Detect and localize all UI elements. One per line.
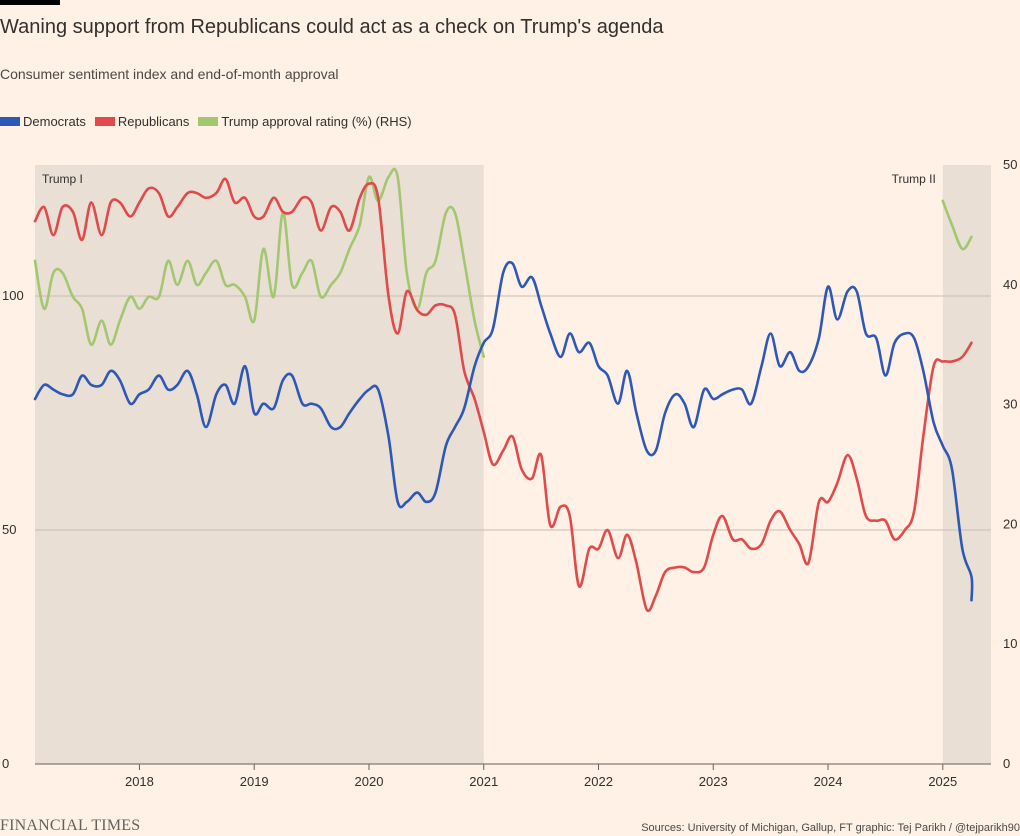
series-line-democrats	[33, 260, 974, 602]
x-tick-label: 2019	[240, 774, 269, 789]
legend-swatch-republicans	[94, 117, 115, 126]
x-tick-label: 2018	[125, 774, 154, 789]
shaded-period-label-1: Trump I	[42, 172, 83, 186]
legend-label-republicans: Republicans	[117, 114, 190, 129]
x-tick-label: 2024	[814, 774, 843, 789]
x-tick-label: 2022	[584, 774, 613, 789]
series-lines	[33, 167, 974, 613]
legend-swatch-approval	[198, 117, 219, 126]
y-right-tick-label: 0	[1003, 756, 1010, 771]
y-right-tick-label: 20	[1003, 516, 1017, 531]
x-tick-label: 2020	[355, 774, 384, 789]
legend-item-approval: Trump approval rating (%) (RHS)	[198, 114, 412, 129]
y-right-tick-label: 30	[1003, 397, 1017, 412]
shaded-periods: Trump I Trump II	[35, 165, 991, 764]
y-right-tick-label: 40	[1003, 277, 1017, 292]
brand-bar	[0, 0, 60, 5]
y-right-tick-label: 50	[1003, 157, 1017, 172]
series-line-trump-approval-rating-rhs-1	[33, 167, 485, 358]
y-left-tick-label: 50	[2, 522, 16, 537]
y-left-tick-label: 0	[2, 756, 9, 771]
shaded-period-label-2: Trump II	[892, 172, 936, 186]
series-line-republicans	[33, 177, 973, 613]
legend-swatch-democrats	[0, 117, 20, 126]
shaded-period-1	[35, 165, 484, 764]
legend-label-democrats: Democrats	[23, 114, 86, 129]
x-tick-label: 2025	[928, 774, 957, 789]
legend: Democrats Republicans Trump approval rat…	[0, 114, 421, 129]
source-note: Sources: University of Michigan, Gallup,…	[641, 822, 1020, 834]
y-left-tick-label: 100	[2, 288, 24, 303]
line-chart: Trump I Trump II 0 50 100 0 10 20 30 40 50 2018 201…	[2, 157, 1017, 789]
chart-subtitle: Consumer sentiment index and end-of-mont…	[0, 66, 339, 82]
ft-logo: FINANCIAL TIMES	[0, 817, 141, 834]
legend-item-republicans: Republicans	[94, 114, 190, 129]
legend-item-democrats: Democrats	[0, 114, 86, 129]
chart-title: Waning support from Republicans could ac…	[0, 16, 664, 38]
legend-label-approval: Trump approval rating (%) (RHS)	[221, 114, 412, 129]
x-tick-label: 2021	[469, 774, 498, 789]
series-line-trump-approval-rating-rhs-2	[941, 199, 973, 251]
y-right-tick-label: 10	[1003, 636, 1017, 651]
x-tick-label: 2023	[699, 774, 728, 789]
axes: 0 50 100 0 10 20 30 40 50 2018 2019 2020 2021 2022 202…	[2, 157, 1017, 789]
